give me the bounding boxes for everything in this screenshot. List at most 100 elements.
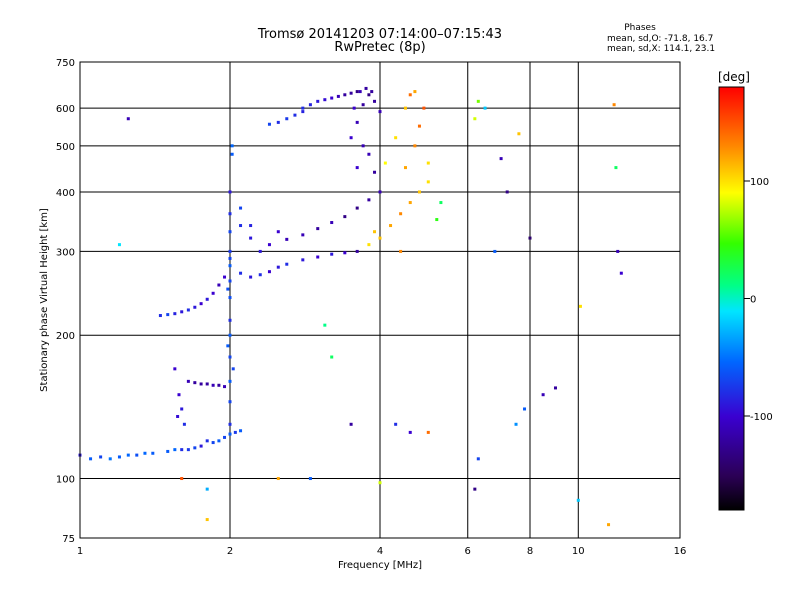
data-point [426, 161, 430, 165]
data-point [177, 393, 181, 397]
data-point [316, 255, 320, 259]
data-point [205, 518, 209, 522]
grid [80, 62, 680, 538]
data-point [308, 477, 312, 481]
data-point [180, 407, 184, 411]
data-point [180, 310, 184, 314]
x-axis-label: Frequency [MHz] [338, 560, 422, 571]
phase-stats-o: mean, sd,O: -71.8, 16.7 [607, 34, 714, 44]
data-point [228, 432, 232, 436]
data-point [336, 94, 340, 98]
data-point [276, 477, 280, 481]
data-point [217, 283, 221, 287]
data-point [541, 393, 545, 397]
data-point [228, 230, 232, 234]
data-point [349, 422, 353, 426]
data-point [151, 451, 155, 455]
data-point [223, 435, 227, 439]
data-point [408, 93, 412, 97]
data-point [211, 291, 215, 295]
data-point [403, 106, 407, 110]
data-point [343, 215, 347, 219]
phase-stats-heading: Phases [624, 23, 656, 33]
data-point [182, 422, 186, 426]
x-tick-label: 10 [572, 546, 585, 557]
x-tick-label: 6 [465, 546, 471, 557]
data-point [166, 449, 170, 453]
colorbar-tick-label: -100 [750, 412, 773, 423]
data-point [180, 448, 184, 452]
data-point [126, 117, 130, 121]
data-point [143, 451, 147, 455]
data-point [228, 379, 232, 383]
data-point [301, 110, 305, 114]
data-point [173, 312, 177, 316]
data-point [578, 304, 582, 308]
y-tick-label: 100 [56, 475, 75, 486]
data-point [417, 190, 421, 194]
data-point [505, 190, 509, 194]
data-point [523, 407, 527, 411]
data-point [378, 236, 382, 240]
data-point [373, 170, 377, 174]
data-point [193, 305, 197, 309]
data-point [276, 120, 280, 124]
data-point [616, 249, 620, 253]
data-point [355, 206, 359, 210]
data-point [239, 224, 243, 228]
data-point [205, 297, 209, 301]
data-point [108, 457, 112, 461]
data-point [249, 236, 253, 240]
data-point [476, 99, 480, 103]
axes: 1 2 4 6 8 10 16 75 100 200 300 400 500 600 750 Frequenc… [39, 58, 686, 571]
data-point [553, 386, 557, 390]
data-point [293, 113, 297, 117]
data-point [301, 258, 305, 262]
data-point [367, 152, 371, 156]
data-point [126, 453, 130, 457]
colorbar: 100 0 -100 [718, 86, 773, 511]
data-point [135, 453, 139, 457]
y-tick-label: 500 [56, 142, 75, 153]
y-tick-label: 400 [56, 188, 75, 199]
data-point [301, 106, 305, 110]
data-point [230, 144, 234, 148]
data-point [180, 477, 184, 481]
data-point [576, 498, 580, 502]
data-point [228, 256, 232, 260]
data-point [228, 296, 232, 300]
data-point [193, 381, 197, 385]
data-point [517, 132, 521, 136]
data-point [435, 218, 439, 222]
data-point [483, 106, 487, 110]
data-point [619, 271, 623, 275]
data-point [370, 90, 374, 94]
data-point [228, 422, 232, 426]
data-point [211, 383, 215, 387]
data-point [258, 249, 262, 253]
data-point [367, 93, 371, 97]
data-point [223, 275, 227, 279]
data-point [217, 383, 221, 387]
x-tick-label: 8 [527, 546, 533, 557]
data-point [528, 236, 532, 240]
data-point [378, 190, 382, 194]
data-point [343, 93, 347, 97]
data-point [473, 487, 477, 491]
data-point [205, 382, 209, 386]
data-point [89, 457, 93, 461]
y-tick-label: 750 [56, 58, 75, 69]
data-point [205, 439, 209, 443]
data-point [173, 448, 177, 452]
data-point [239, 271, 243, 275]
data-point [267, 243, 271, 247]
data-point [223, 385, 227, 389]
data-point [285, 237, 289, 241]
data-point [355, 166, 359, 170]
data-point [476, 457, 480, 461]
data-point [258, 273, 262, 277]
data-point [403, 166, 407, 170]
data-point [199, 382, 203, 386]
data-point [408, 430, 412, 434]
data-point [316, 99, 320, 103]
